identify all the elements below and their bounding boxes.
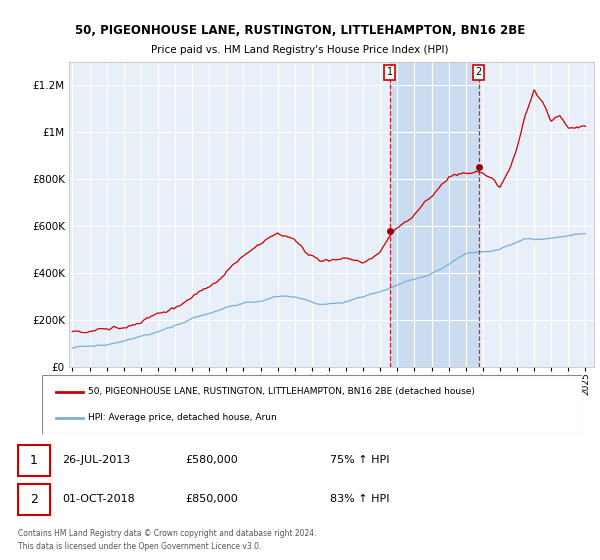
Text: 1: 1	[30, 454, 38, 466]
Text: 75% ↑ HPI: 75% ↑ HPI	[330, 455, 389, 465]
Text: 26-JUL-2013: 26-JUL-2013	[62, 455, 130, 465]
Text: 1: 1	[387, 67, 393, 77]
Text: HPI: Average price, detached house, Arun: HPI: Average price, detached house, Arun	[88, 413, 277, 422]
Bar	[390, 62, 479, 367]
Text: 83% ↑ HPI: 83% ↑ HPI	[330, 494, 389, 505]
Text: This data is licensed under the Open Government Licence v3.0.: This data is licensed under the Open Gov…	[18, 543, 262, 552]
Text: Price paid vs. HM Land Registry's House Price Index (HPI): Price paid vs. HM Land Registry's House …	[151, 45, 449, 55]
FancyBboxPatch shape	[42, 375, 582, 434]
Text: 2: 2	[475, 67, 482, 77]
Text: 2: 2	[30, 493, 38, 506]
FancyBboxPatch shape	[18, 484, 50, 515]
Text: 50, PIGEONHOUSE LANE, RUSTINGTON, LITTLEHAMPTON, BN16 2BE (detached house): 50, PIGEONHOUSE LANE, RUSTINGTON, LITTLE…	[88, 387, 475, 396]
Text: 01-OCT-2018: 01-OCT-2018	[62, 494, 135, 505]
FancyBboxPatch shape	[18, 445, 50, 476]
Text: £850,000: £850,000	[185, 494, 238, 505]
Text: £580,000: £580,000	[185, 455, 238, 465]
Text: 50, PIGEONHOUSE LANE, RUSTINGTON, LITTLEHAMPTON, BN16 2BE: 50, PIGEONHOUSE LANE, RUSTINGTON, LITTLE…	[75, 24, 525, 38]
Text: Contains HM Land Registry data © Crown copyright and database right 2024.: Contains HM Land Registry data © Crown c…	[18, 529, 317, 538]
